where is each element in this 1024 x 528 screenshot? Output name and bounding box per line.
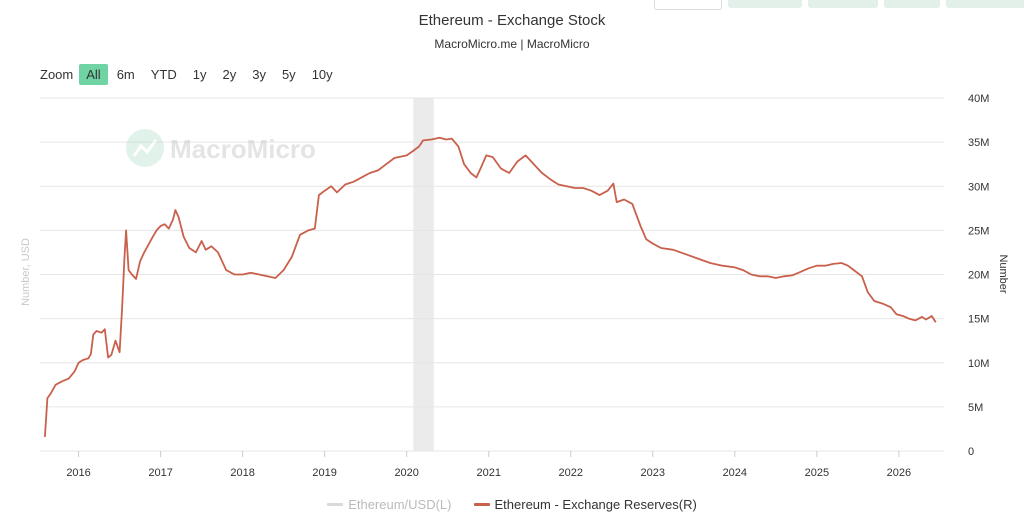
x-tick-label: 2016 — [66, 467, 90, 479]
x-tick-label: 2021 — [476, 467, 500, 479]
zoom-button-all[interactable]: All — [79, 63, 108, 85]
chart-subtitle: MacroMicro.me | MacroMicro — [434, 37, 590, 51]
y-tick-label: 40M — [968, 93, 989, 105]
x-tick-label: 2026 — [887, 467, 911, 479]
zoom-button-6m[interactable]: 6m — [116, 66, 135, 82]
toolbar-button[interactable] — [884, 0, 940, 8]
x-tick-label: 2023 — [641, 467, 665, 479]
chart-title: Ethereum - Exchange Stock — [418, 12, 606, 29]
x-tick-label: 2024 — [723, 467, 747, 479]
legend-label: Ethereum/USD(L) — [348, 497, 452, 512]
y-tick-label: 20M — [968, 270, 989, 282]
x-tick-label: 2018 — [230, 467, 254, 479]
legend-label: Ethereum - Exchange Reserves(R) — [494, 497, 697, 512]
zoom-button-5y[interactable]: 5y — [281, 66, 296, 82]
zoom-selector: Zoom All 6m YTD 1y 2y 3y 5y 10y — [40, 63, 342, 85]
x-tick-label: 2020 — [394, 467, 418, 479]
y-axis-title-right: Number — [997, 254, 1009, 293]
y-tick-label: 25M — [968, 225, 989, 237]
legend-swatch — [327, 503, 344, 506]
toolbar-button[interactable] — [946, 0, 1024, 8]
x-tick-label: 2025 — [805, 467, 829, 479]
zoom-label: Zoom — [40, 66, 74, 82]
zoom-button-ytd[interactable]: YTD — [150, 66, 177, 82]
y-tick-label: 10M — [968, 358, 989, 370]
watermark-logo-glyph — [132, 139, 158, 157]
x-tick-label: 2022 — [559, 467, 583, 479]
chart-canvas: 0 5M 10M 15M 20M 25M 30M 35M 40M 2016 2017 2018 2019… — [20, 93, 1009, 479]
legend-item[interactable]: Ethereum - Exchange Reserves(R) — [473, 497, 697, 512]
legend-swatch — [473, 503, 490, 506]
watermark-logo: MacroMicro — [126, 129, 316, 167]
zoom-button-2y[interactable]: 2y — [222, 66, 237, 82]
watermark-logo-icon — [126, 129, 164, 167]
y-tick-label: 30M — [968, 181, 989, 193]
legend-item[interactable]: Ethereum/USD(L) — [327, 497, 452, 512]
x-tick-label: 2019 — [312, 467, 336, 479]
y-tick-label: 35M — [968, 137, 989, 149]
zoom-button-10y[interactable]: 10y — [311, 66, 333, 82]
y-axis-title-left: Number, USD — [20, 238, 32, 306]
x-tick-label: 2017 — [148, 467, 172, 479]
y-tick-label: 0 — [968, 446, 974, 458]
y-tick-label: 15M — [968, 314, 989, 326]
chart-legend: Ethereum/USD(L) Ethereum - Exchange Reser… — [0, 497, 1024, 512]
watermark-text: MacroMicro — [170, 134, 316, 164]
series-line-exchange-reserves — [44, 136, 937, 437]
y-tick-label: 5M — [968, 402, 983, 414]
toolbar-button[interactable] — [728, 0, 802, 8]
zoom-button-3y[interactable]: 3y — [252, 66, 266, 82]
zoom-button-1y[interactable]: 1y — [192, 66, 207, 82]
toolbar-button[interactable] — [654, 0, 722, 10]
toolbar-button[interactable] — [808, 0, 878, 8]
